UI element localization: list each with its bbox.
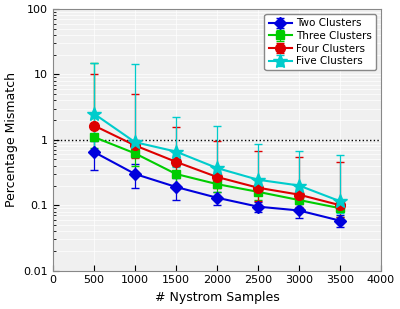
Y-axis label: Percentage Mismatch: Percentage Mismatch [5, 72, 18, 207]
Legend: Two Clusters, Three Clusters, Four Clusters, Five Clusters: Two Clusters, Three Clusters, Four Clust… [264, 14, 376, 70]
X-axis label: # Nystrom Samples: # Nystrom Samples [155, 291, 279, 304]
